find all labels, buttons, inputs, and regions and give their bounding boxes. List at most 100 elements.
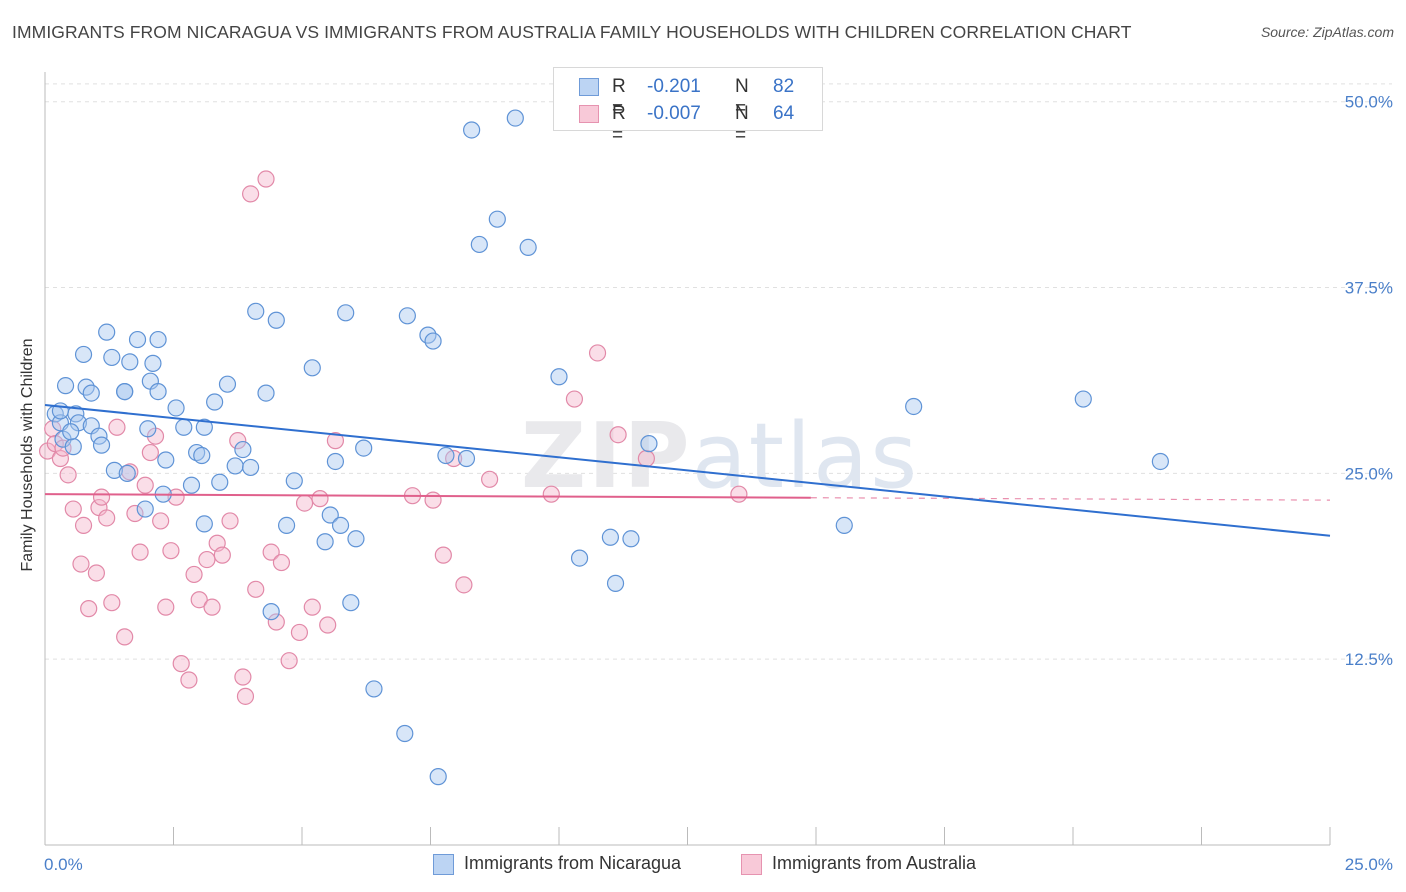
australia-point — [434, 546, 452, 564]
australia-point — [180, 671, 198, 689]
nicaragua-point — [267, 311, 285, 329]
australia-point — [152, 512, 170, 530]
australia-point — [565, 390, 584, 408]
australia-point — [108, 418, 126, 436]
stats-n-label: N = — [735, 103, 749, 146]
legend-swatch-pink — [741, 854, 762, 875]
y-tick-label: 12.5% — [1345, 650, 1393, 669]
australia-point — [236, 687, 255, 705]
y-tick-label: 25.0% — [1345, 464, 1393, 483]
nicaragua-point — [195, 515, 213, 533]
australia-point — [242, 185, 260, 203]
source-label: Source: ZipAtlas.com — [1260, 24, 1394, 40]
nicaragua-point — [570, 549, 589, 567]
nicaragua-point — [326, 452, 345, 471]
australia-point — [74, 516, 93, 534]
australia-point — [190, 591, 208, 609]
nicaragua-point — [303, 359, 321, 377]
australia-point — [51, 449, 70, 468]
nicaragua-point — [262, 603, 280, 621]
nicaragua-point — [242, 458, 260, 477]
nicaragua-point — [519, 238, 537, 257]
stats-n-value: 64 — [773, 103, 795, 124]
australia-point — [542, 485, 560, 503]
stats-r-value: -0.007 — [647, 103, 701, 124]
nicaragua-point — [226, 457, 244, 475]
nicaragua-point — [175, 418, 193, 436]
australia-point — [213, 546, 231, 564]
stats-box: R = -0.201 N = 82 R = -0.007 N = 64 — [553, 67, 823, 146]
nicaragua-point — [463, 121, 481, 139]
stats-r-value: -0.201 — [647, 76, 701, 97]
australia-point — [59, 466, 77, 484]
y-tick-label: 50.0% — [1345, 93, 1393, 112]
nicaragua-point — [193, 446, 211, 465]
nicaragua-point — [92, 436, 111, 454]
nicaragua-point — [188, 443, 206, 462]
nicaragua-point — [118, 464, 136, 482]
nicaragua-point — [398, 307, 416, 325]
australia-point — [290, 623, 309, 642]
nicaragua-point — [98, 323, 116, 341]
legend-swatch-blue — [433, 854, 454, 875]
nicaragua-point — [429, 768, 447, 786]
nicaragua-point — [437, 446, 455, 465]
nicaragua-point — [136, 500, 154, 518]
australia-point — [272, 553, 291, 572]
australia-point — [64, 500, 82, 518]
nicaragua-point — [470, 235, 488, 254]
nicaragua-point — [182, 476, 201, 494]
australia-point — [637, 449, 655, 468]
australia-point — [126, 504, 144, 523]
australia-point — [262, 543, 280, 561]
nicaragua-point — [157, 451, 175, 469]
nicaragua-point — [149, 383, 167, 401]
australia-point — [257, 170, 275, 188]
australia-point — [229, 432, 247, 450]
australia-point — [234, 668, 252, 686]
nicaragua-point — [396, 724, 414, 743]
australia-point — [185, 565, 203, 584]
nicaragua-point — [167, 399, 185, 417]
nicaragua-point — [139, 420, 157, 438]
nicaragua-point — [365, 680, 383, 698]
nicaragua-point — [1151, 452, 1169, 471]
nicaragua-point — [355, 439, 373, 457]
nicaragua-point — [488, 210, 506, 228]
australia-point — [730, 485, 748, 503]
stats-swatch-blue — [579, 78, 599, 96]
nicaragua-point — [342, 594, 360, 612]
australia-point — [116, 628, 134, 646]
series-nicaragua-points — [46, 109, 1169, 786]
nicaragua-point — [905, 397, 923, 416]
trend-lines — [44, 403, 1331, 537]
nicaragua-point — [121, 353, 139, 371]
nicaragua-point — [424, 332, 442, 350]
australia-point — [157, 598, 175, 616]
australia-point — [167, 488, 185, 506]
australia-point — [326, 432, 345, 450]
australia-point — [267, 613, 285, 631]
y-tick-label: 37.5% — [1345, 279, 1393, 298]
nicaragua-point — [195, 418, 213, 436]
australia-point — [162, 542, 180, 560]
australia-point — [198, 550, 216, 569]
nicaragua-point — [277, 516, 296, 534]
australia-point — [87, 564, 106, 582]
nicaragua-point — [640, 435, 658, 453]
stats-r-label: R = — [612, 103, 626, 146]
australia-point — [295, 494, 314, 512]
australia-point — [98, 509, 116, 527]
australia-point — [80, 600, 98, 618]
nicaragua-point — [257, 384, 275, 402]
australia-trend-line-dashed — [810, 497, 1331, 501]
stats-n-label: N = — [735, 76, 749, 119]
australia-point — [455, 576, 473, 594]
australia-point — [141, 443, 159, 462]
nicaragua-point — [56, 377, 75, 395]
australia-trend-line — [44, 493, 811, 499]
nicaragua-trend-line — [44, 403, 1331, 537]
australia-point — [172, 655, 190, 673]
x-tick-label: 25.0% — [1345, 855, 1393, 874]
